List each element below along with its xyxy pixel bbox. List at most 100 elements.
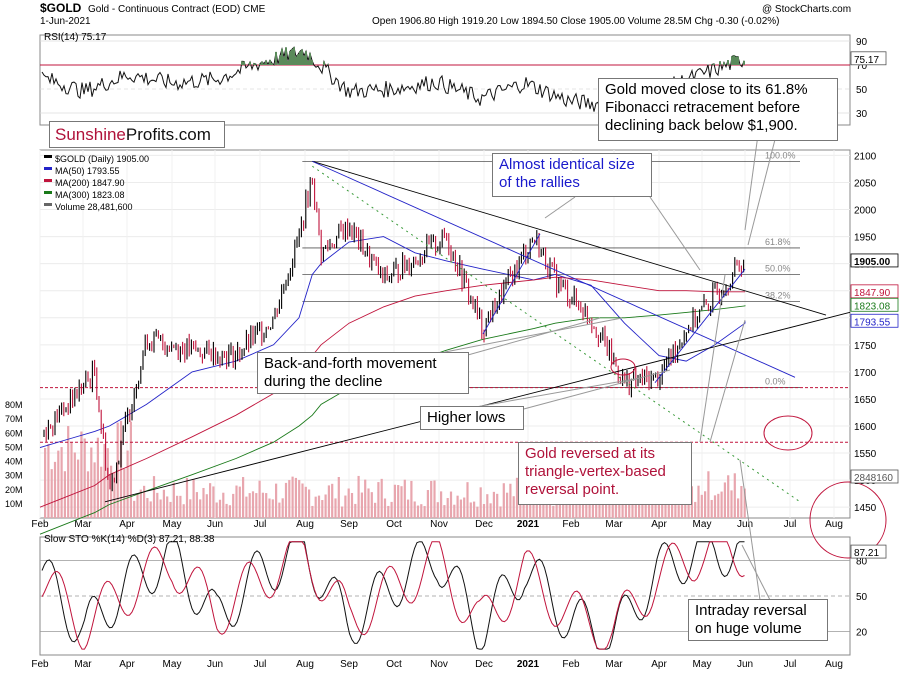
- right-value-box: [850, 469, 899, 484]
- volume-bar: [680, 495, 684, 518]
- volume-bar: [407, 499, 410, 518]
- volume-bar: [232, 493, 235, 518]
- rsi-overbought-fill: [281, 48, 283, 65]
- price-tick-label: 2100: [854, 151, 877, 162]
- sto-tick-label: 50: [856, 592, 868, 603]
- month-tick-label-bottom: Feb: [31, 659, 49, 670]
- rsi-overbought-fill: [743, 60, 745, 65]
- volume-bar: [525, 498, 528, 518]
- rally-2-line: [654, 268, 746, 383]
- header-name: Gold - Continuous Contract (EOD) CME: [88, 4, 266, 15]
- rsi-overbought-fill: [287, 60, 289, 65]
- month-tick-label: Apr: [119, 519, 135, 530]
- fib-level-label: 61.8%: [765, 237, 791, 247]
- rsi-overbought-fill: [269, 60, 271, 65]
- volume-bar: [499, 506, 502, 518]
- month-tick-label-bottom: Aug: [825, 659, 843, 670]
- legend-swatch: [44, 179, 52, 182]
- sto-title: Slow STO %K(14) %D(3) 87.21, 88.38: [44, 534, 215, 545]
- volume-bar: [552, 505, 555, 518]
- month-tick-label: Feb: [31, 519, 49, 530]
- volume-bar: [77, 459, 80, 518]
- volume-bar: [255, 493, 258, 518]
- fib-level-label: 38.2%: [765, 291, 791, 301]
- volume-bar: [440, 491, 443, 518]
- rsi-overbought-fill: [293, 47, 295, 65]
- volume-bar: [182, 504, 185, 518]
- fib-level-label: 50.0%: [765, 263, 791, 273]
- declining-blue-line: [312, 160, 796, 378]
- rsi-overbought-fill: [259, 63, 261, 65]
- panel-frame-0: [39, 34, 851, 126]
- sto-tick-label: 80: [856, 557, 868, 568]
- volume-bar: [638, 493, 641, 518]
- month-tick-label-bottom: May: [693, 659, 712, 670]
- volume-bar: [152, 476, 156, 518]
- volume-bar: [129, 421, 132, 518]
- rsi-overbought-fill: [297, 54, 299, 65]
- fib-level-label: 0.0%: [765, 377, 786, 387]
- rsi-overbought-fill: [255, 64, 257, 65]
- month-tick-label-bottom: Oct: [386, 659, 402, 670]
- volume-bar: [403, 479, 406, 518]
- month-tick-label: Nov: [430, 519, 448, 530]
- volume-bar: [90, 447, 93, 518]
- volume-bar: [492, 491, 495, 518]
- rsi-overbought-fill: [271, 63, 273, 65]
- volume-bar: [195, 492, 198, 518]
- volume-bar: [149, 501, 152, 518]
- right-value-box: [850, 313, 899, 328]
- volume-bar: [162, 489, 165, 518]
- volume-bar: [258, 480, 261, 518]
- volume-bar: [126, 450, 129, 518]
- volume-bar: [443, 505, 446, 518]
- legend-swatch: [44, 155, 52, 158]
- volume-bar: [512, 496, 515, 518]
- volume-bar: [545, 500, 548, 518]
- volume-bar: [228, 505, 231, 518]
- volume-bar: [215, 502, 218, 518]
- price-tick-label: 1450: [854, 503, 877, 514]
- volume-bar: [44, 447, 47, 518]
- month-tick-label-bottom: Mar: [605, 659, 623, 670]
- volume-tick-label: 80M: [5, 400, 23, 410]
- brand-part-1: Sunshine: [55, 125, 126, 144]
- volume-bar: [106, 448, 109, 518]
- month-tick-label-bottom: Jul: [254, 659, 267, 670]
- month-tick-label-bottom: Mar: [74, 659, 92, 670]
- volume-tick-label: 60M: [5, 428, 23, 438]
- volume-bar: [298, 479, 301, 518]
- volume-bar: [430, 480, 433, 518]
- rsi-overbought-fill: [299, 51, 301, 65]
- rsi-overbought-fill: [267, 64, 269, 65]
- volume-bar: [730, 490, 733, 518]
- annotation-reversed: Gold reversed at its triangle-vertex-bas…: [518, 442, 692, 505]
- volume-bar: [420, 504, 423, 518]
- volume-bar: [278, 502, 281, 518]
- volume-bar: [737, 498, 740, 518]
- volume-bar: [374, 502, 377, 518]
- volume-bar: [225, 503, 228, 518]
- rsi-overbought-fill: [277, 64, 279, 65]
- rsi-overbought-fill: [275, 51, 277, 65]
- callout-pointer: [544, 196, 576, 219]
- volume-bar: [341, 506, 344, 518]
- right-value-label: 1793.55: [854, 317, 891, 328]
- rsi-overbought-fill: [719, 61, 721, 65]
- target-circle-small: [763, 415, 813, 451]
- volume-bar: [288, 480, 291, 518]
- volume-bar: [251, 491, 255, 518]
- volume-bar: [717, 493, 720, 518]
- right-value-label: 1905.00: [854, 257, 891, 268]
- volume-bar: [496, 493, 499, 518]
- month-tick-label: Dec: [475, 519, 493, 530]
- volume-bar: [413, 501, 416, 518]
- header-credit: @ StockCharts.com: [762, 4, 851, 15]
- rsi-overbought-fill: [249, 61, 251, 65]
- volume-bar: [50, 469, 53, 518]
- right-value-box: [850, 297, 899, 312]
- right-value-label: 2848160: [854, 473, 893, 484]
- price-tick-label: 1700: [854, 368, 877, 379]
- month-tick-label-bottom: Apr: [651, 659, 667, 670]
- volume-bar: [479, 487, 482, 518]
